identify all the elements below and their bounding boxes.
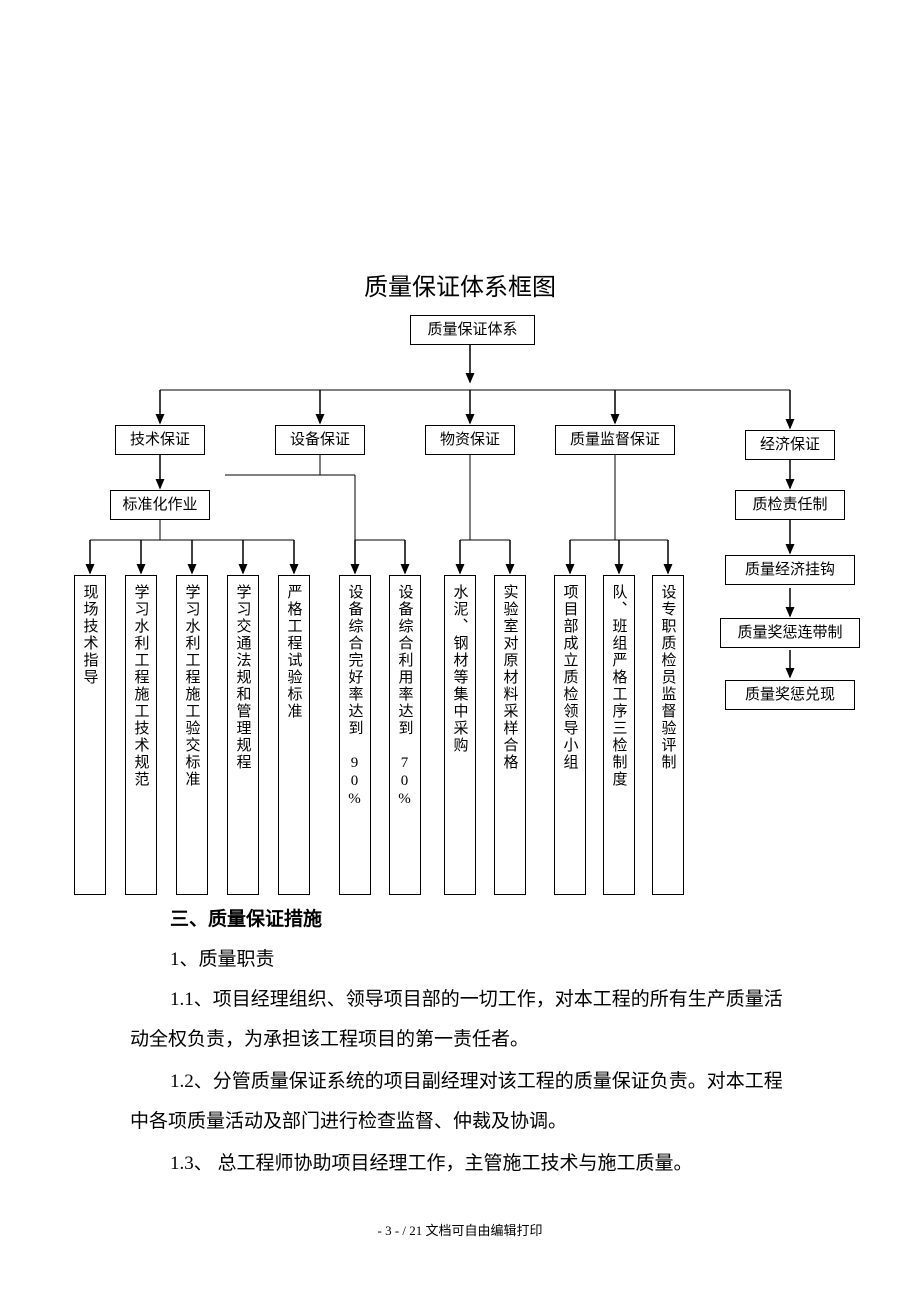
para-3: 1.2、分管质量保证系统的项目副经理对该工程的质量保证负责。对本工程中各项质量活… bbox=[130, 1062, 800, 1142]
node-econ-1: 质检责任制 bbox=[735, 490, 845, 520]
node-material: 物资保证 bbox=[425, 425, 515, 455]
quality-diagram: 质量保证体系 技术保证 设备保证 物资保证 质量监督保证 经济保证 标准化作业 … bbox=[70, 310, 870, 900]
node-equip: 设备保证 bbox=[275, 425, 365, 455]
leaf-tech-4: 严格工程试验标准 bbox=[278, 575, 310, 895]
leaf-qc-2: 设专职质检员监督验评制 bbox=[652, 575, 684, 895]
leaf-equip-0: 设备综合完好率达到 90% bbox=[339, 575, 371, 895]
node-econ-4: 质量奖惩兑现 bbox=[725, 680, 855, 710]
leaf-mat-0: 水泥、钢材等集中采购 bbox=[444, 575, 476, 895]
leaf-tech-0: 现场技术指导 bbox=[74, 575, 106, 895]
para-1: 1、质量职责 bbox=[130, 940, 800, 980]
section-heading: 三、质量保证措施 bbox=[130, 900, 800, 940]
node-tech: 技术保证 bbox=[115, 425, 205, 455]
node-qc: 质量监督保证 bbox=[555, 425, 675, 455]
leaf-tech-3: 学习交通法规和管理规程 bbox=[227, 575, 259, 895]
node-root: 质量保证体系 bbox=[410, 315, 535, 345]
leaf-mat-1: 实验室对原材料采样合格 bbox=[494, 575, 526, 895]
node-econ-3: 质量奖惩连带制 bbox=[720, 618, 860, 648]
page-title: 质量保证体系框图 bbox=[0, 267, 920, 302]
node-econ: 经济保证 bbox=[745, 430, 835, 460]
leaf-qc-1: 队、班组严格工序三检制度 bbox=[603, 575, 635, 895]
para-4: 1.3、 总工程师协助项目经理工作，主管施工技术与施工质量。 bbox=[130, 1144, 800, 1184]
leaf-equip-1: 设备综合利用率达到 70% bbox=[389, 575, 421, 895]
leaf-tech-2: 学习水利工程施工验交标准 bbox=[176, 575, 208, 895]
node-standard-ops: 标准化作业 bbox=[110, 490, 210, 520]
node-econ-2: 质量经济挂钩 bbox=[725, 555, 855, 585]
page-footer: - 3 - / 21 文档可自由编辑打印 bbox=[0, 1220, 920, 1239]
para-2: 1.1、项目经理组织、领导项目部的一切工作，对本工程的所有生产质量活动全权负责，… bbox=[130, 980, 800, 1060]
leaf-qc-0: 项目部成立质检领导小组 bbox=[554, 575, 586, 895]
leaf-tech-1: 学习水利工程施工技术规范 bbox=[125, 575, 157, 895]
